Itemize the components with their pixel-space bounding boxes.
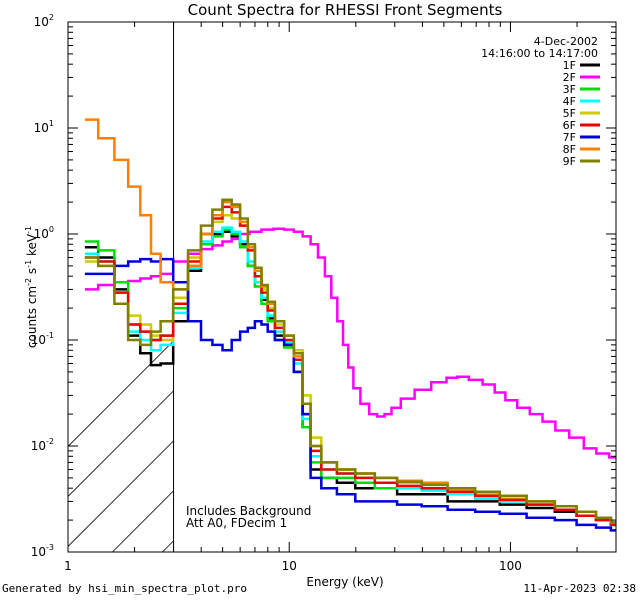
y-tick-label: 101: [34, 119, 54, 135]
time-range-label: 14:16:00 to 14:17:00: [481, 47, 598, 60]
chart-title: Count Spectra for RHESSI Front Segments: [188, 1, 503, 19]
annotation-background: Includes Background: [186, 504, 311, 518]
hatch-line: [162, 540, 174, 553]
generated-by-text: Generated by hsi_min_spectra_plot.pro: [2, 582, 248, 595]
y-tick-label: 10-3: [31, 543, 54, 559]
legend-label-2f: 2F: [563, 71, 576, 84]
series-4f: [84, 226, 616, 527]
y-axis-label-part: s: [25, 268, 39, 278]
legend-label-9f: 9F: [563, 155, 576, 168]
x-axis-label: Energy (keV): [306, 575, 383, 589]
y-tick-label: 100: [34, 225, 54, 241]
y-axis-label-exp: -2: [24, 278, 33, 286]
hatch-line: [67, 340, 174, 447]
y-tick-labels: 10-3 10-2 10-1 100 101 102: [31, 13, 54, 559]
y-axis-label-part: keV: [25, 233, 39, 260]
hatch-line: [112, 490, 174, 553]
x-tick-label: 1: [64, 559, 72, 573]
legend-label-8f: 8F: [563, 143, 576, 156]
y-axis-label: counts cm-2 s-1 keV-1: [24, 226, 39, 348]
legend-label-5f: 5F: [563, 107, 576, 120]
y-tick-label: 10-2: [31, 437, 54, 453]
series-5f: [84, 214, 616, 524]
date-label: 4-Dec-2002: [534, 35, 598, 48]
plot-frame: [67, 21, 617, 553]
x-tick-label: 100: [499, 559, 522, 573]
background-hatched-region: [67, 22, 175, 553]
series-9f: [84, 198, 616, 524]
legend-label-3f: 3F: [563, 83, 576, 96]
y-tick-label: 102: [34, 13, 54, 29]
x-tick-label: 10: [282, 559, 297, 573]
hatch-line: [67, 390, 174, 497]
hatch-line: [67, 440, 174, 547]
legend-label-4f: 4F: [563, 95, 576, 108]
series-7f: [84, 257, 616, 532]
y-axis-label-part: counts cm: [25, 286, 39, 348]
axis-ticks: [67, 21, 617, 553]
legend-label-1f: 1F: [563, 59, 576, 72]
legend-label-6f: 6F: [563, 119, 576, 132]
timestamp-text: 11-Apr-2023 02:38: [523, 582, 636, 595]
y-tick-label: 10-1: [31, 331, 54, 347]
y-axis-label-exp: -1: [24, 260, 33, 268]
legend-label-7f: 7F: [563, 131, 576, 144]
x-tick-labels: 1 10 100: [64, 559, 522, 573]
series-6f: [84, 205, 616, 527]
y-axis-label-exp: -1: [24, 226, 33, 234]
series-lines: [84, 118, 616, 532]
series-2f: [84, 227, 616, 459]
annotation-attenuator: Att A0, FDecim 1: [186, 516, 287, 530]
